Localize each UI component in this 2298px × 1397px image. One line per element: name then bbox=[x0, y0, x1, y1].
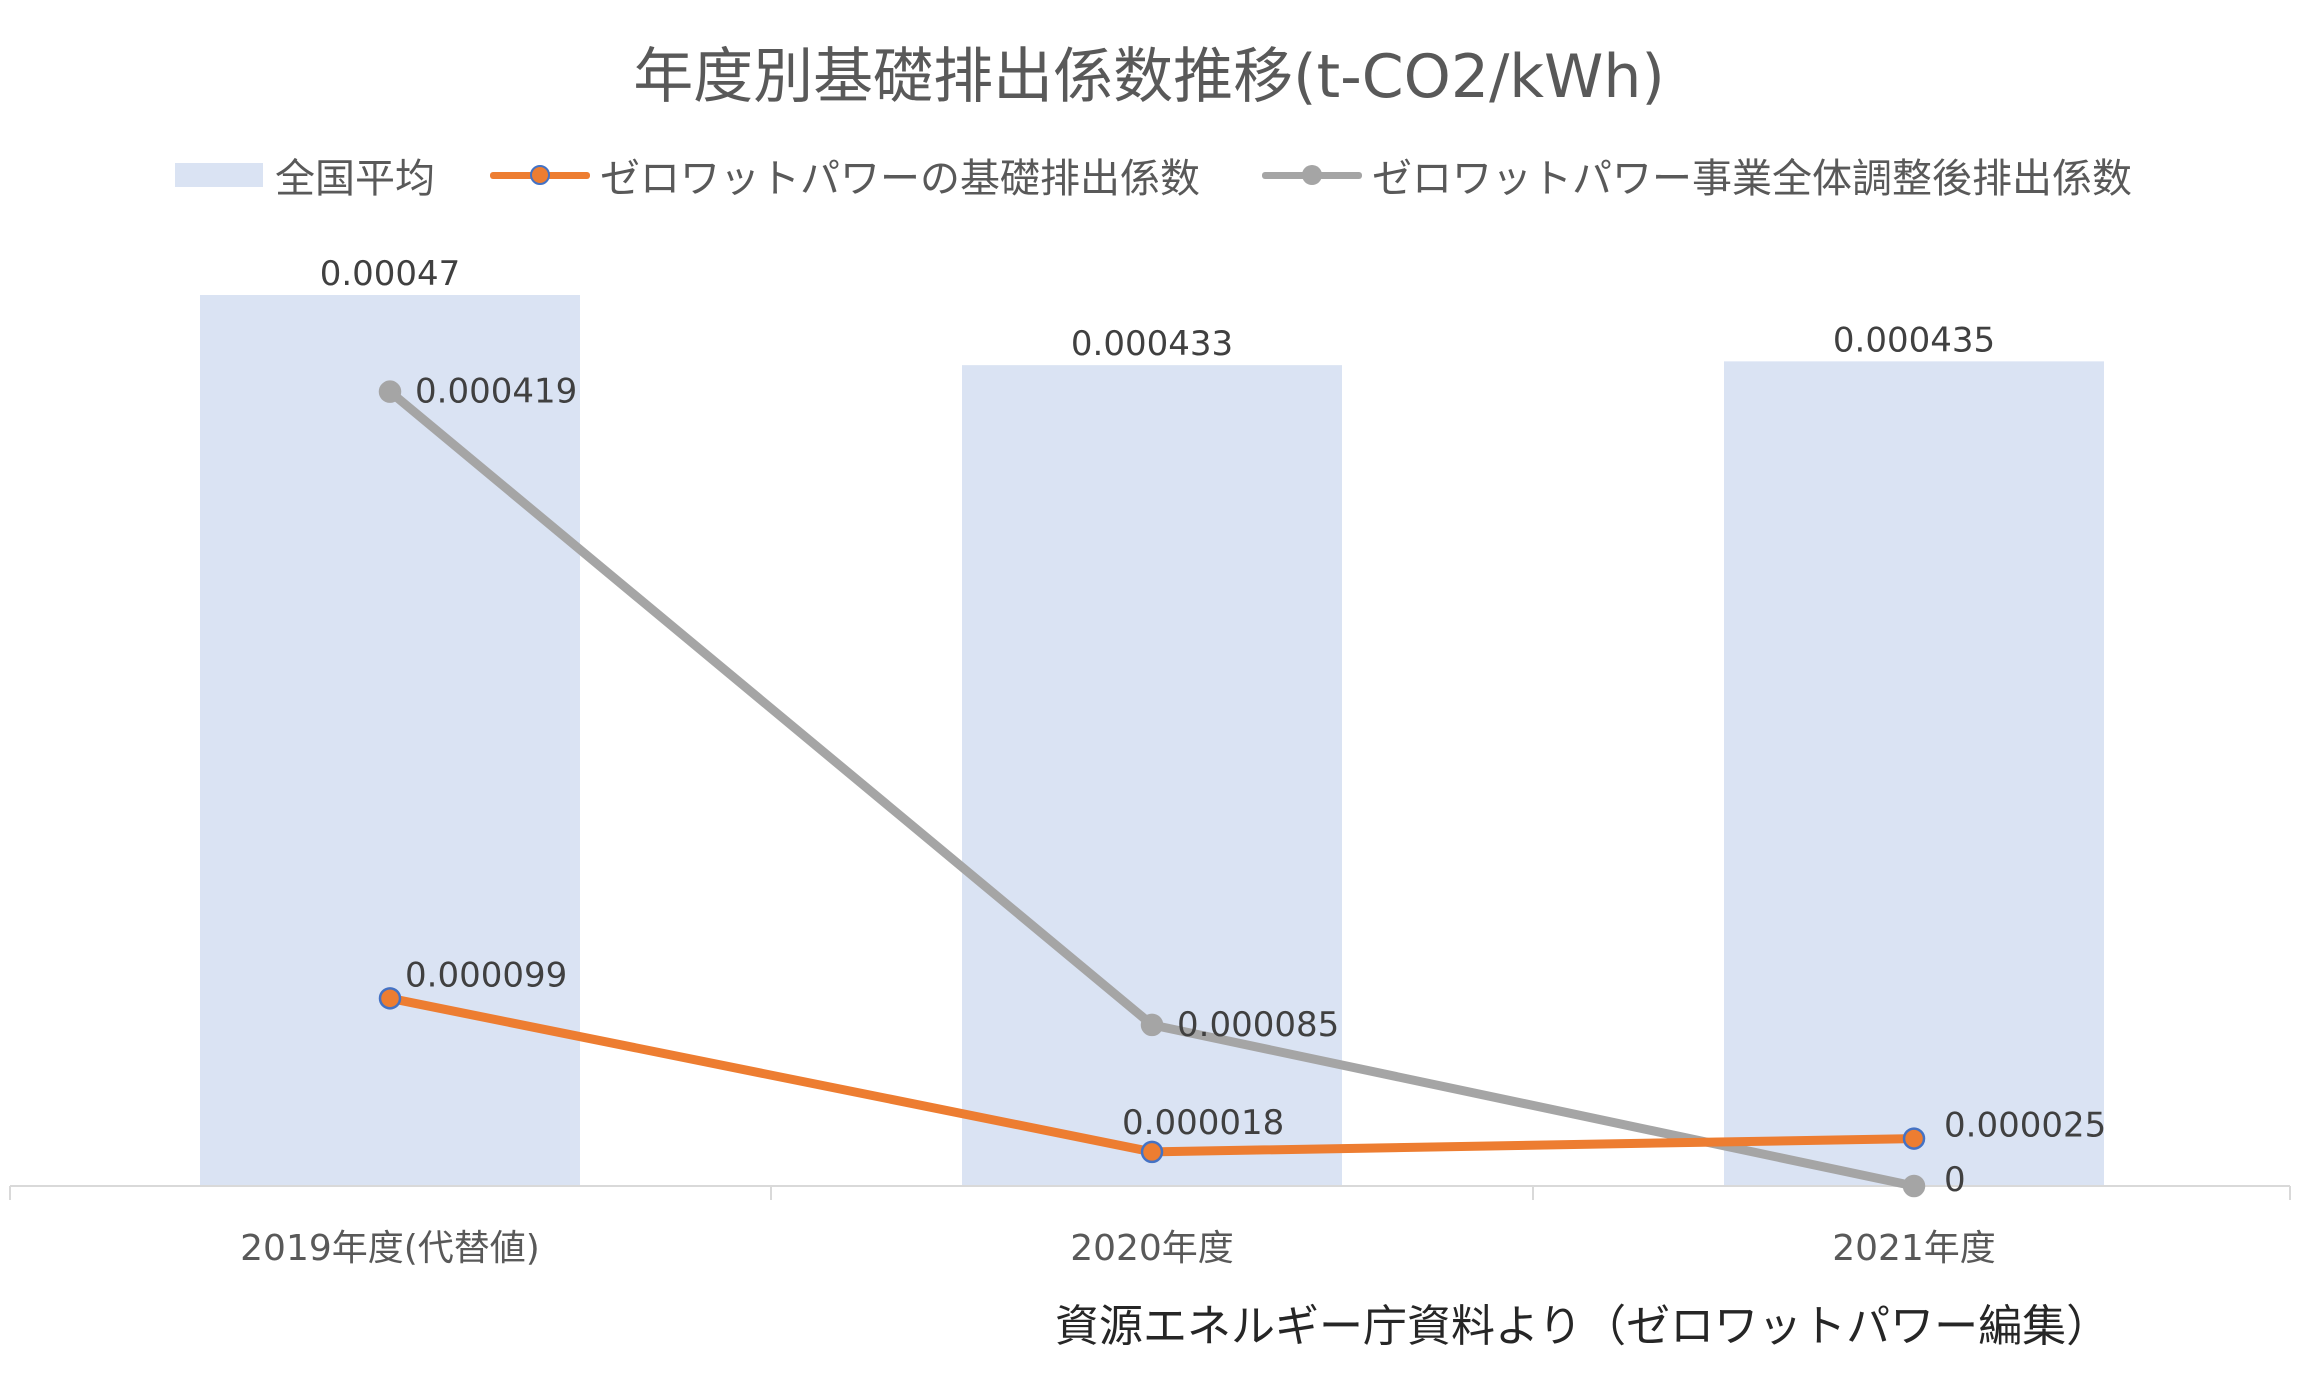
point-adjusted-emission bbox=[378, 380, 402, 403]
legend-item-national-average: 全国平均 bbox=[175, 148, 435, 202]
x-tick-label: 2021年度 bbox=[1832, 1228, 1996, 1269]
bar-national-average bbox=[1724, 361, 2104, 1186]
data-label-national-average: 0.000433 bbox=[1071, 324, 1233, 364]
legend: 全国平均 ゼロワットパワーの基礎排出係数 ゼロワットパワー事業全体調整後排出係数 bbox=[0, 148, 2298, 202]
bar-national-average bbox=[962, 365, 1342, 1186]
legend-label: ゼロワットパワーの基礎排出係数 bbox=[600, 156, 1200, 202]
data-label-basic-emission: 0.000099 bbox=[405, 955, 567, 995]
point-adjusted-emission bbox=[1140, 1013, 1164, 1037]
x-tick-label: 2020年度 bbox=[1070, 1228, 1234, 1269]
point-adjusted-emission bbox=[1902, 1174, 1926, 1198]
source-note: 資源エネルギー庁資料より（ゼロワットパワー編集） bbox=[1055, 1301, 2111, 1352]
legend-label: ゼロワットパワー事業全体調整後排出係数 bbox=[1372, 156, 2132, 202]
legend-item-adjusted-emission: ゼロワットパワー事業全体調整後排出係数 bbox=[1262, 148, 2132, 202]
data-label-adjusted-emission: 0 bbox=[1944, 1160, 1966, 1200]
data-label-adjusted-emission: 0.000419 bbox=[415, 372, 577, 412]
data-label-adjusted-emission: 0.000085 bbox=[1177, 1005, 1339, 1045]
point-basic-emission bbox=[1140, 1140, 1164, 1164]
bar-national-average bbox=[200, 295, 580, 1186]
legend-bar-swatch bbox=[175, 163, 263, 187]
data-label-national-average: 0.000435 bbox=[1833, 320, 1995, 360]
chart-title: 年度別基礎排出係数推移(t-CO2/kWh) bbox=[633, 42, 1665, 112]
legend-line-swatch bbox=[490, 163, 590, 187]
legend-item-basic-emission: ゼロワットパワーの基礎排出係数 bbox=[490, 148, 1200, 202]
legend-line-swatch bbox=[1262, 163, 1362, 187]
x-tick-label: 2019年度(代替値) bbox=[240, 1228, 540, 1269]
data-label-basic-emission: 0.000018 bbox=[1122, 1103, 1284, 1143]
point-basic-emission bbox=[378, 987, 402, 1010]
data-label-national-average: 0.00047 bbox=[320, 254, 461, 294]
point-basic-emission bbox=[1902, 1127, 1926, 1150]
data-label-basic-emission: 0.000025 bbox=[1944, 1106, 2106, 1146]
legend-label: 全国平均 bbox=[275, 156, 435, 202]
